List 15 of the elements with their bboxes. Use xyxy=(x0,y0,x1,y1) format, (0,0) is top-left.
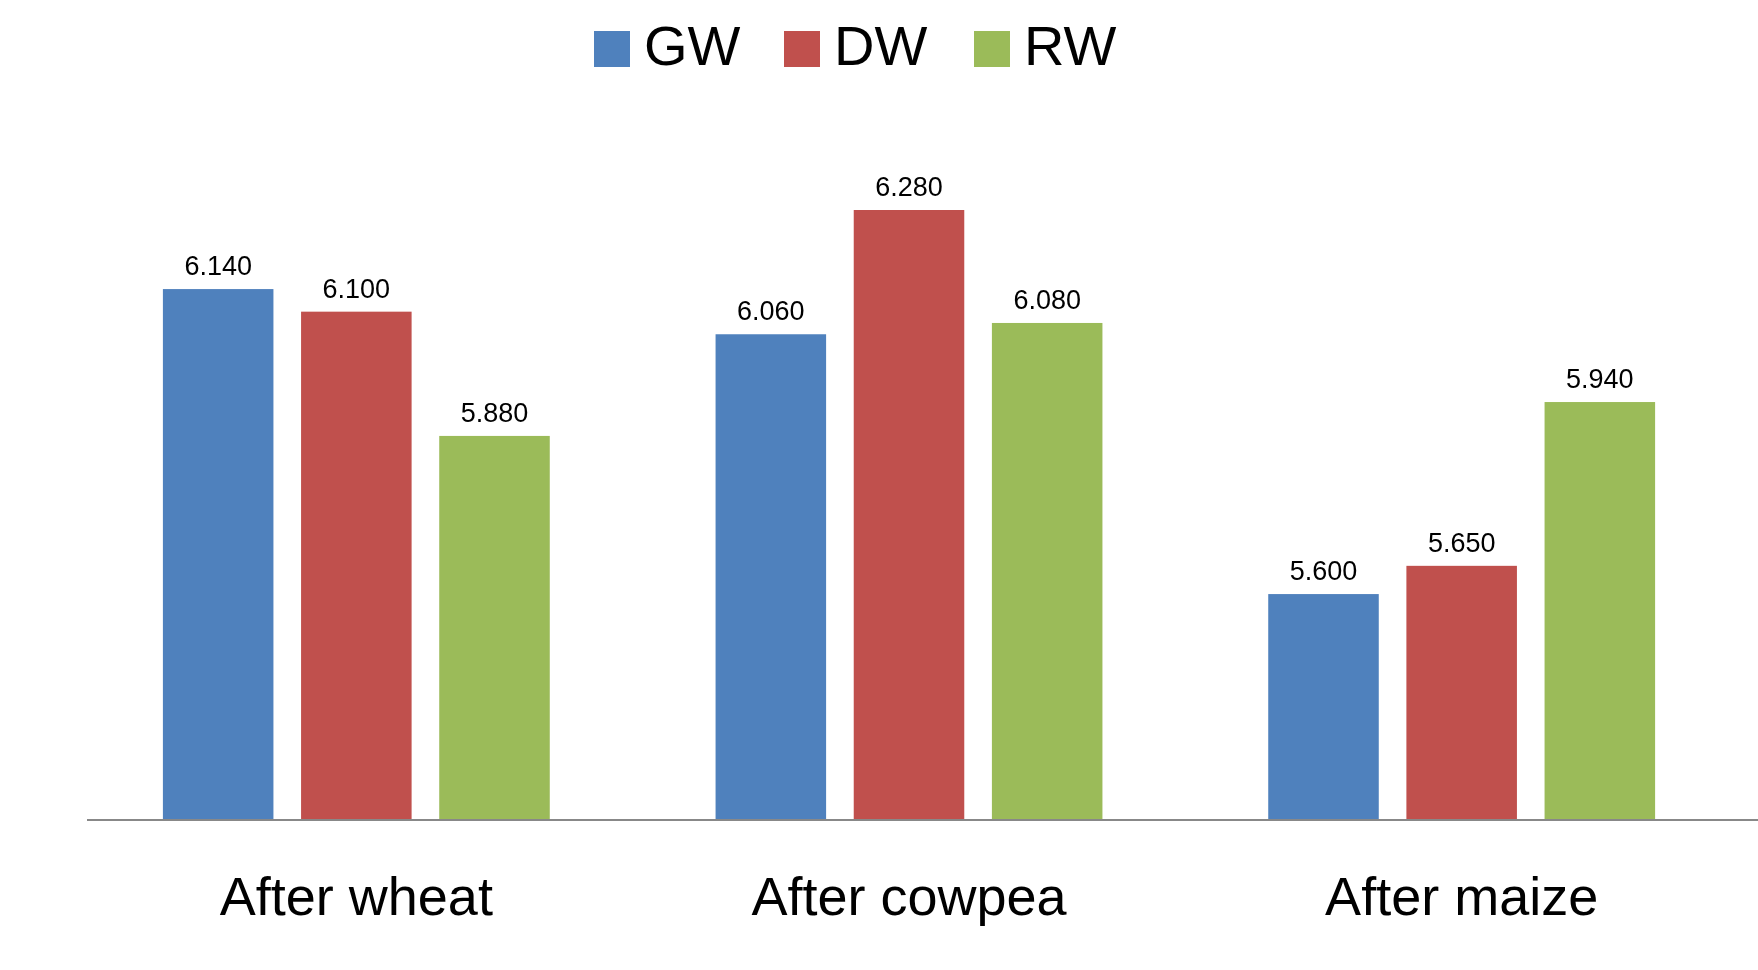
legend-label: GW xyxy=(644,14,741,77)
data-label: 5.600 xyxy=(1289,556,1358,587)
data-label: 6.080 xyxy=(1013,284,1081,315)
data-label: 5.650 xyxy=(1427,527,1496,558)
data-label: 5.940 xyxy=(1566,364,1634,395)
data-label: 6.100 xyxy=(322,273,391,304)
legend-label: DW xyxy=(834,14,928,77)
data-label: 6.140 xyxy=(184,251,252,282)
legend-label: RW xyxy=(1024,14,1117,77)
x-tick-label: After maize xyxy=(1325,866,1599,926)
data-label: 6.280 xyxy=(875,172,943,202)
x-tick-label: After wheat xyxy=(219,866,493,926)
data-label: 5.880 xyxy=(460,397,529,428)
x-tick-label: After cowpea xyxy=(751,866,1068,926)
data-label: 6.060 xyxy=(737,296,805,327)
